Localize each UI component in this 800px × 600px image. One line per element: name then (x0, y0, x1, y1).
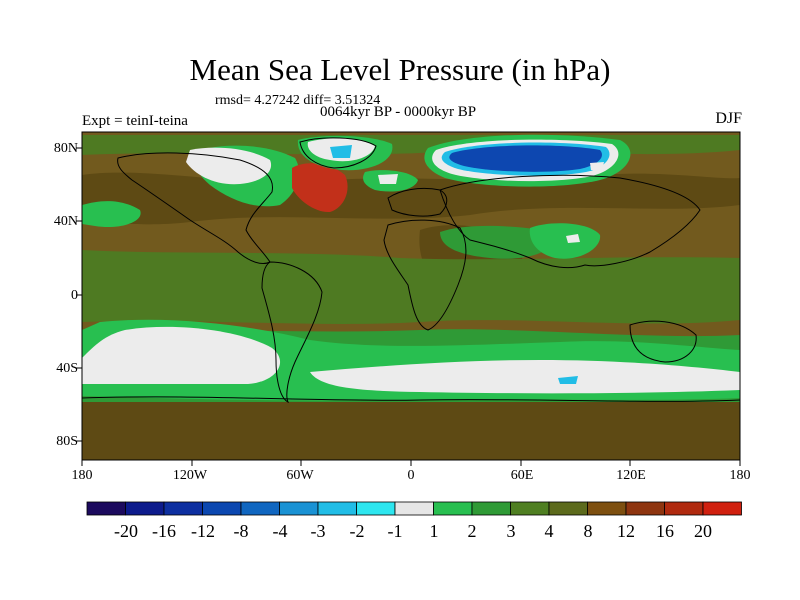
colorbar-label: 2 (467, 521, 477, 541)
field-white-tibet (566, 234, 580, 243)
colorbar-label: -1 (387, 521, 403, 541)
field-white-europe (378, 174, 398, 184)
colorbar-label: 8 (583, 521, 593, 541)
lon-label-60w: 60W (286, 468, 314, 483)
lon-label-120w: 120W (172, 468, 208, 483)
colorbar-swatch (625, 501, 665, 516)
colorbar-swatch (471, 501, 511, 516)
coast-eurasia (439, 174, 701, 269)
coast-australia (629, 320, 697, 363)
field-cyan-greenland (330, 145, 352, 158)
colorbar-swatch (510, 501, 550, 516)
field-olive-tropics (82, 250, 740, 324)
stats-label: rmsd= 4.27242 diff= 3.51324 (215, 93, 381, 108)
colorbar (86, 501, 742, 516)
lat-label-40n: 40N (53, 214, 78, 229)
colorbar-label: 16 (656, 521, 674, 541)
lat-label-0: 0 (71, 288, 78, 303)
coast-greenland (299, 137, 377, 169)
colorbar-swatch (279, 501, 319, 516)
lon-label-180w: 180 (71, 468, 93, 483)
colorbar-label: 4 (544, 521, 554, 541)
coast-africa (383, 219, 467, 331)
lon-label-120e: 120E (616, 468, 646, 483)
colorbar-swatch (587, 501, 627, 516)
colorbar-swatch (125, 501, 165, 516)
period-label: 0064kyr BP - 0000kyr BP (320, 104, 477, 120)
colorbar-label: 3 (506, 521, 516, 541)
colorbar-swatch (163, 501, 203, 516)
field-dark-band-south (82, 395, 740, 460)
colorbar-label: -2 (349, 521, 365, 541)
colorbar-swatch (394, 501, 434, 516)
colorbar-swatch (240, 501, 280, 516)
season-label: DJF (715, 110, 742, 127)
field-white-canada (186, 147, 272, 185)
field-green-asia (440, 225, 556, 259)
colorbar-label: -20 (114, 521, 138, 541)
colorbar-label: -16 (152, 521, 176, 541)
pressure-field (82, 132, 740, 460)
field-white-pacific (82, 326, 281, 384)
field-olive-arctic (82, 135, 740, 155)
map-title: Mean Sea Level Pressure (in hPa) (189, 52, 611, 87)
coast-south-america (261, 261, 323, 404)
colorbar-label: 1 (429, 521, 439, 541)
field-red-north-atlantic (292, 163, 348, 213)
colorbar-label: -8 (233, 521, 249, 541)
lat-label-80s: 80S (56, 434, 78, 449)
field-blue-siberia (449, 145, 602, 172)
coast-antarctica (82, 396, 740, 402)
experiment-label: Expt = teinI-teina (82, 113, 188, 129)
field-white-spot-siberia (590, 162, 604, 170)
colorbar-swatch (433, 501, 473, 516)
colorbar-swatch (356, 501, 396, 516)
colorbar-label: 20 (694, 521, 712, 541)
colorbar-swatch (702, 501, 742, 516)
colorbar-swatch (317, 501, 357, 516)
lat-label-40s: 40S (56, 361, 78, 376)
lon-label-60e: 60E (510, 468, 534, 483)
colorbar-label: 12 (617, 521, 635, 541)
colorbar-swatch (86, 501, 126, 516)
field-cyan-spot-south (558, 376, 578, 384)
colorbar-label: -12 (191, 521, 215, 541)
field-bright-green-tibet (529, 223, 601, 259)
lat-label-80n: 80N (53, 141, 78, 156)
field-white-indian (310, 360, 740, 394)
colorbar-label: -4 (272, 521, 288, 541)
lon-label-180e: 180 (729, 468, 751, 483)
axis-ticks (76, 147, 741, 466)
coast-north-america (117, 152, 274, 265)
colorbar-swatch (548, 501, 588, 516)
coastlines (82, 137, 740, 404)
coast-europe (387, 187, 448, 217)
field-green-west-pacific (82, 201, 141, 228)
colorbar-swatch (664, 501, 704, 516)
lon-label-0: 0 (407, 468, 415, 483)
colorbar-swatch (202, 501, 242, 516)
colorbar-label: -3 (310, 521, 326, 541)
